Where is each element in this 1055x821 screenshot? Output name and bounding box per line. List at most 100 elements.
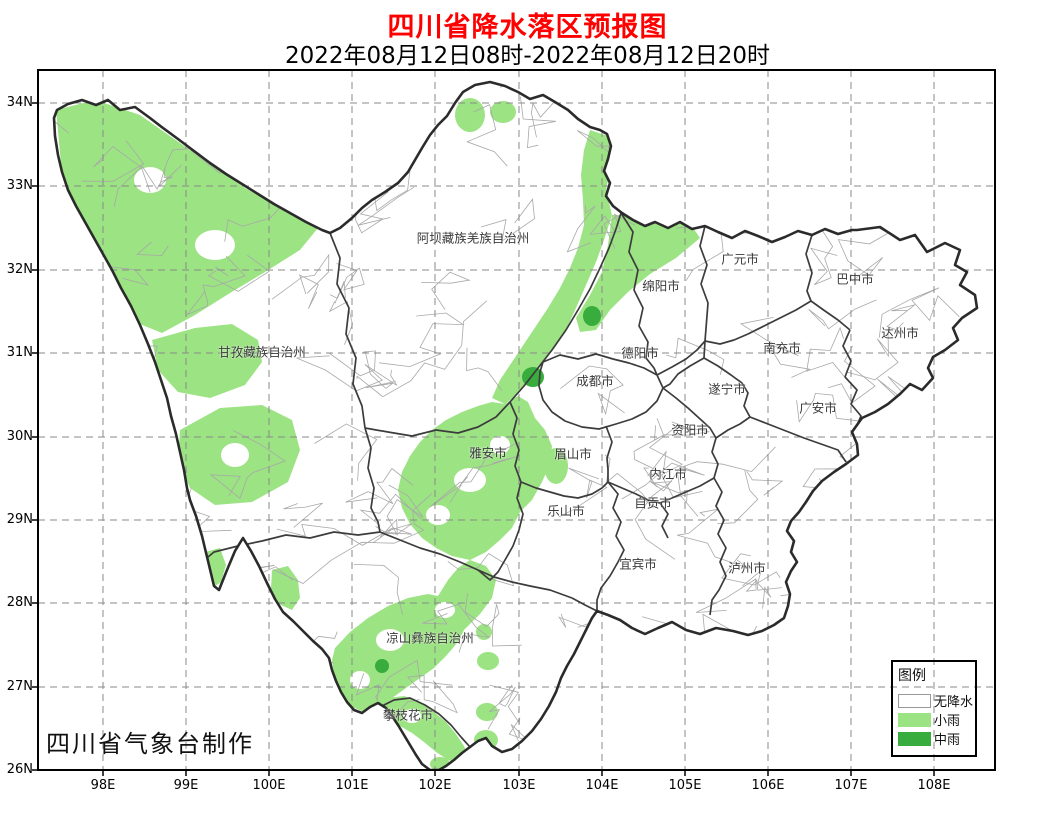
legend-row: 中雨 bbox=[898, 730, 975, 748]
county-line bbox=[447, 552, 515, 587]
map-frame bbox=[37, 69, 996, 771]
county-line bbox=[560, 365, 625, 416]
county-line bbox=[746, 470, 784, 496]
county-line bbox=[466, 104, 508, 167]
prefecture-label: 遂宁市 bbox=[708, 381, 746, 397]
county-line bbox=[884, 453, 932, 492]
county-line bbox=[621, 446, 776, 500]
county-line bbox=[207, 254, 271, 292]
county-line bbox=[83, 374, 146, 430]
county-line bbox=[353, 564, 403, 615]
legend-swatch bbox=[898, 712, 931, 727]
county-line bbox=[223, 132, 262, 159]
grid-lines bbox=[38, 70, 995, 770]
county-line bbox=[90, 449, 136, 510]
county-line bbox=[379, 484, 424, 538]
county-line bbox=[406, 674, 458, 714]
prefecture-label: 巴中市 bbox=[836, 271, 874, 287]
lon-tick-label: 100E bbox=[252, 778, 286, 793]
county-line bbox=[695, 578, 783, 613]
county-line bbox=[677, 508, 748, 569]
county-line bbox=[608, 146, 655, 208]
legend-row: 小雨 bbox=[898, 711, 975, 729]
county-line bbox=[271, 253, 330, 300]
county-line bbox=[520, 96, 556, 149]
lat-tick-label: 27N bbox=[6, 679, 33, 694]
county-line bbox=[717, 470, 759, 524]
prefecture-label: 达州市 bbox=[881, 325, 919, 341]
county-line bbox=[878, 287, 960, 338]
prefecture-label: 广安市 bbox=[799, 400, 837, 416]
prefecture-label: 凉山彝族自治州 bbox=[386, 630, 474, 646]
county-line bbox=[168, 608, 240, 657]
county-line bbox=[742, 569, 772, 609]
county-line bbox=[429, 441, 519, 508]
county-line bbox=[356, 300, 488, 398]
county-line bbox=[422, 603, 490, 653]
county-line bbox=[782, 154, 833, 198]
county-line bbox=[566, 205, 596, 253]
lat-tick-label: 34N bbox=[6, 95, 33, 110]
legend-label: 无降水 bbox=[934, 695, 974, 710]
prefecture-label: 攀枝花市 bbox=[382, 707, 434, 723]
legend-swatch bbox=[898, 731, 931, 746]
legend-items: 无降水 小雨中雨 bbox=[898, 692, 975, 748]
prefecture-label: 甘孜藏族自治州 bbox=[218, 344, 306, 360]
county-line bbox=[198, 113, 268, 166]
county-line bbox=[74, 548, 151, 616]
county-line bbox=[847, 332, 899, 381]
prefecture-label: 雅安市 bbox=[469, 445, 507, 461]
county-line bbox=[796, 392, 865, 423]
legend-label: 中雨 bbox=[934, 733, 961, 748]
legend: 图例 无降水 小雨 中雨 bbox=[891, 660, 977, 757]
prefecture-label: 资阳市 bbox=[671, 422, 709, 438]
county-line bbox=[328, 350, 376, 377]
lat-tick-label: 32N bbox=[6, 262, 33, 277]
lat-tick-label: 31N bbox=[6, 345, 33, 360]
lon-tick-label: 104E bbox=[585, 778, 619, 793]
lat-tick-label: 30N bbox=[6, 429, 33, 444]
county-line bbox=[784, 662, 900, 698]
county-line bbox=[329, 263, 365, 299]
county-line bbox=[649, 470, 699, 517]
county-line bbox=[273, 493, 433, 584]
county-line bbox=[795, 182, 849, 229]
county-line bbox=[54, 515, 124, 579]
county-line bbox=[464, 593, 522, 647]
county-line bbox=[937, 493, 967, 531]
prefecture-label: 乐山市 bbox=[547, 503, 585, 519]
county-line bbox=[809, 229, 838, 286]
county-line bbox=[93, 145, 151, 193]
county-line bbox=[721, 553, 781, 586]
prefecture-label: 自贡市 bbox=[634, 495, 672, 511]
county-line bbox=[666, 337, 725, 376]
prefecture-label: 成都市 bbox=[576, 373, 614, 389]
county-line bbox=[136, 241, 169, 257]
county-line bbox=[244, 107, 270, 157]
county-line bbox=[121, 562, 184, 603]
prefecture-label: 宜宾市 bbox=[619, 556, 657, 572]
lon-tick-label: 102E bbox=[418, 778, 452, 793]
lon-tick-label: 103E bbox=[502, 778, 536, 793]
prefecture-boundaries bbox=[207, 212, 862, 748]
county-line bbox=[296, 355, 398, 392]
county-line bbox=[674, 625, 758, 690]
county-line bbox=[260, 112, 292, 142]
county-line bbox=[699, 636, 743, 681]
county-line bbox=[825, 189, 875, 216]
county-line bbox=[882, 605, 906, 655]
lat-tick-label: 28N bbox=[6, 595, 33, 610]
prefecture-label: 德阳市 bbox=[621, 345, 659, 361]
county-line bbox=[54, 252, 100, 302]
county-line bbox=[654, 425, 710, 441]
county-line bbox=[372, 523, 412, 544]
county-line bbox=[54, 306, 92, 351]
lat-tick-label: 29N bbox=[6, 512, 33, 527]
county-line bbox=[863, 510, 906, 545]
county-line bbox=[364, 351, 396, 389]
county-line bbox=[955, 118, 977, 181]
county-line bbox=[54, 417, 113, 481]
county-line bbox=[379, 312, 465, 368]
county-line bbox=[283, 502, 323, 528]
